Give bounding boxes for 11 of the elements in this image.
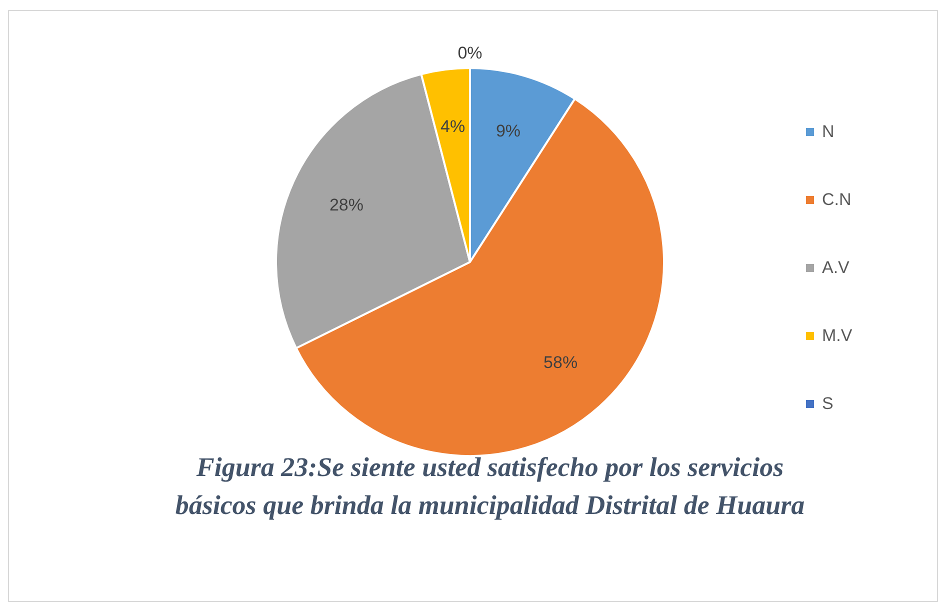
legend-label: M.V [822, 326, 852, 346]
legend-label: A.V [822, 258, 850, 278]
legend-label: S [822, 394, 834, 414]
legend-label: C.N [822, 190, 852, 210]
data-label: 4% [440, 116, 466, 136]
data-label: 9% [496, 121, 521, 140]
data-label: 28% [329, 195, 364, 214]
text: 0% [458, 44, 482, 63]
legend-label: N [822, 122, 834, 142]
data-label: 58% [544, 352, 578, 372]
text: Figura 23:Se siente usted satisfecho por los servicios básicos que brinda la municipalidad Distrital de Huaura [174, 451, 806, 522]
